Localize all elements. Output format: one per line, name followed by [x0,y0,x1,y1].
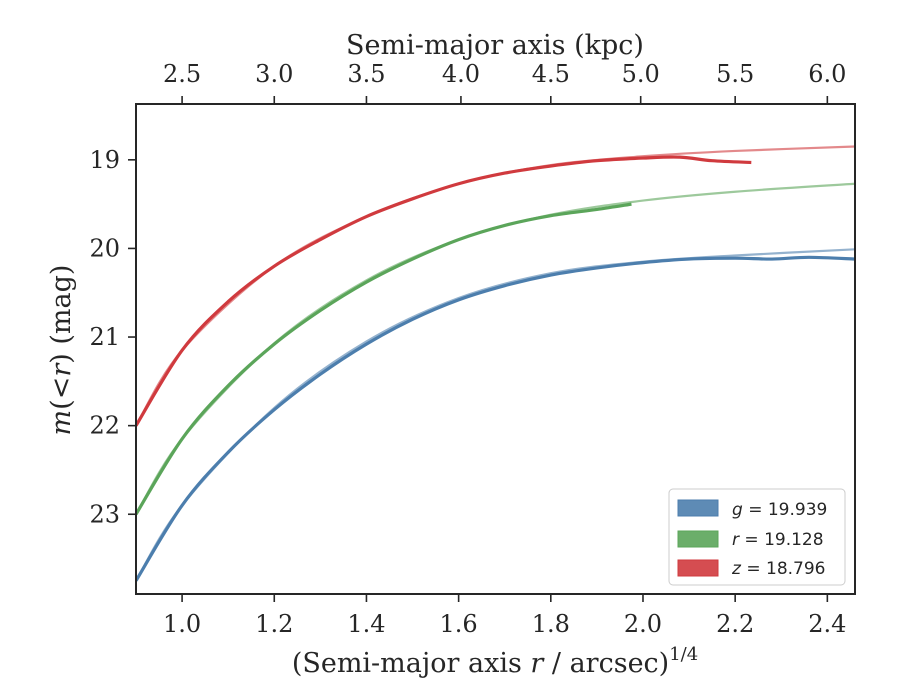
top-x-tick-label: 5.5 [716,60,754,88]
series-line-g [136,255,855,582]
y-tick-label: 22 [89,412,120,440]
x-tick-label: 2.2 [716,610,754,638]
y-axis-label: m(<r) (mag) [46,265,77,436]
legend-swatch-r [677,530,719,548]
data-curves [136,155,855,582]
top-x-tick-label: 4.5 [532,60,570,88]
y-tick-label: 20 [89,234,120,262]
x-axis: 1.0 1.2 1.4 1.6 1.8 2.0 2.2 2.4 [163,594,846,638]
legend-label-r: r = 19.128 [732,530,824,550]
legend-label-g: g = 19.939 [732,500,827,520]
top-x-axis-label: Semi-major axis (kpc) [346,30,644,61]
x-tick-label: 2.0 [624,610,662,638]
model-line-r [136,182,855,515]
top-x-tick-label: 5.0 [622,60,660,88]
x-tick-label: 2.4 [808,610,846,638]
x-axis-label: (Semi-major axis r / arcsec)1/4 [292,644,698,679]
x-tick-label: 1.6 [440,610,478,638]
x-tick-label: 1.4 [347,610,385,638]
top-x-tick-label: 3.0 [255,60,293,88]
legend-swatch-z [677,559,719,577]
top-x-tick-label: 6.0 [808,60,846,88]
series-line-r [136,202,632,516]
x-tick-label: 1.0 [163,610,201,638]
top-x-tick-label: 3.5 [347,60,385,88]
top-x-tick-label: 4.0 [442,60,480,88]
y-tick-label: 21 [89,323,120,351]
x-tick-label: 1.2 [255,610,293,638]
y-tick-label: 19 [89,146,120,174]
y-tick-label: 23 [89,500,120,528]
plot-frame [135,103,856,595]
x-tick-label: 1.8 [532,610,570,638]
legend-swatch-g [677,499,719,517]
top-x-axis: 2.5 3.0 3.5 4.0 4.5 5.0 5.5 6.0 [163,60,846,104]
legend-label-z: z = 18.796 [731,559,825,579]
top-x-tick-label: 2.5 [163,60,201,88]
series-line-z [136,155,752,427]
legend: g = 19.939 r = 19.128 z = 18.796 [668,488,846,586]
y-axis: 19 20 21 22 23 [89,146,136,528]
